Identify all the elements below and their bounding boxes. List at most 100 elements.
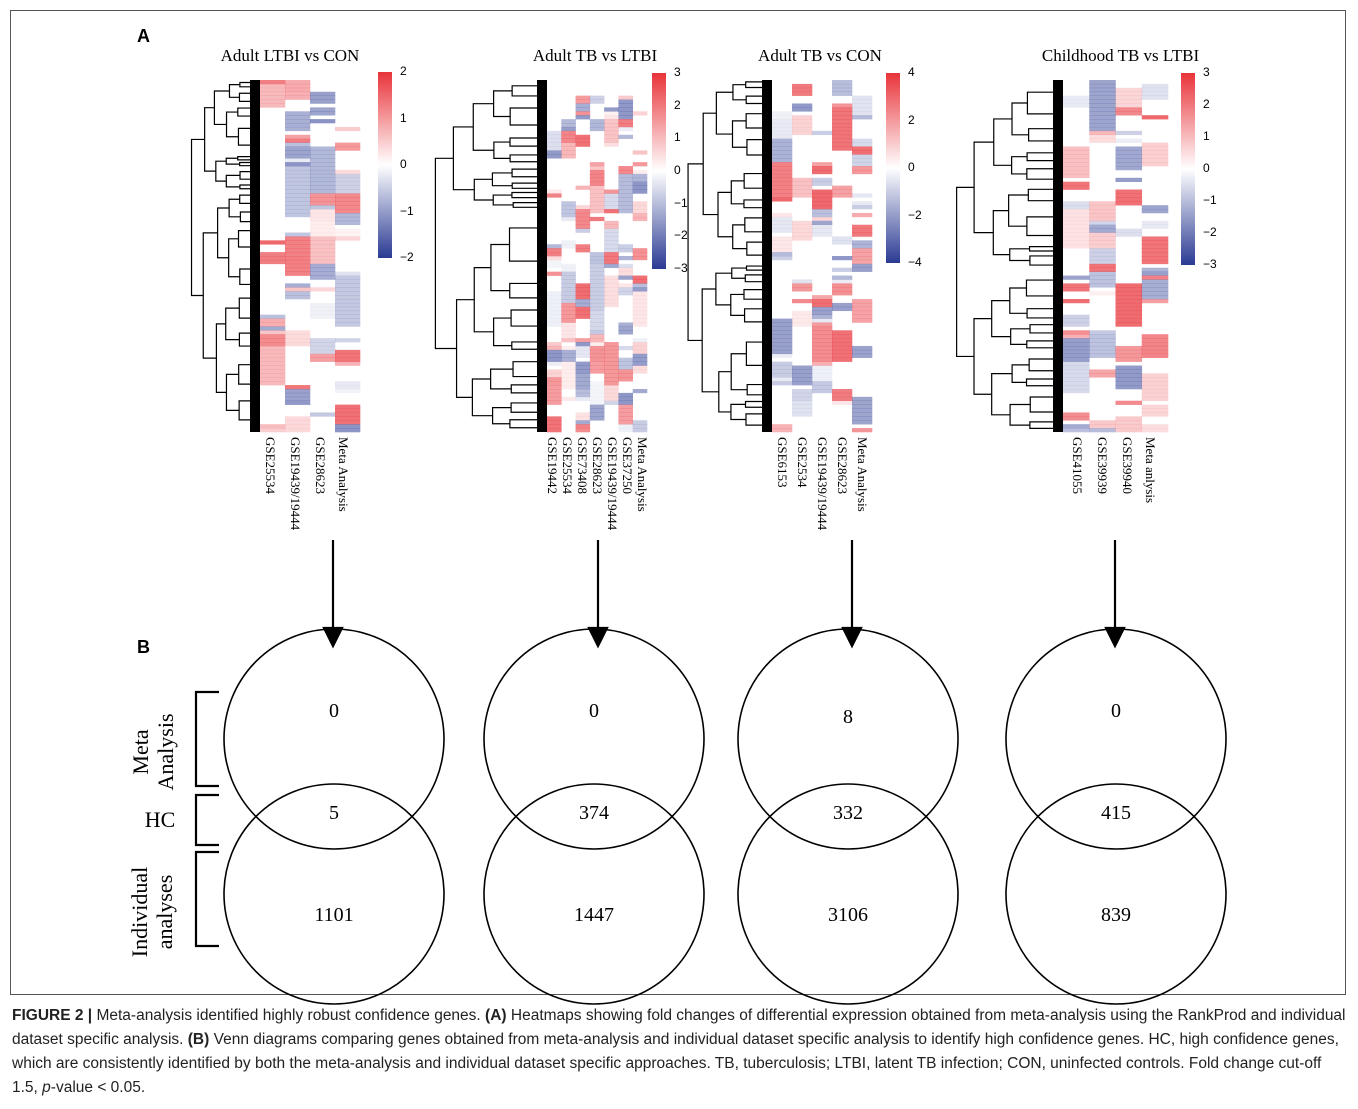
heat-cell — [812, 162, 833, 167]
heat-cell — [832, 256, 853, 261]
heat-cell — [335, 404, 361, 409]
heat-cell — [547, 396, 562, 402]
heat-cell — [618, 283, 634, 288]
heat-cell — [632, 369, 648, 374]
heat-cell — [632, 256, 648, 261]
heat-cell — [1141, 146, 1169, 151]
heatmap-column-label: GSE19439/19444 — [605, 437, 620, 531]
heat-cell — [772, 162, 793, 167]
heat-cell — [812, 224, 833, 229]
heat-cell — [547, 400, 562, 405]
heat-cell — [1115, 87, 1143, 93]
heat-cell — [547, 373, 562, 378]
heat-cell — [772, 119, 793, 124]
heat-cell — [547, 142, 562, 147]
heat-cell — [618, 205, 634, 210]
colorbar-tick-label: 4 — [908, 65, 915, 79]
heat-cell — [632, 291, 648, 296]
heat-cell — [832, 283, 853, 288]
heat-cell — [335, 306, 361, 312]
colorbar-tick-label: 0 — [674, 163, 681, 177]
heat-cell — [632, 185, 648, 190]
heat-cell — [1115, 107, 1143, 112]
heat-cell — [561, 357, 576, 362]
heat-cell — [772, 197, 793, 202]
heat-cell — [1115, 365, 1143, 370]
heat-cell — [812, 295, 833, 300]
heat-cell — [561, 322, 576, 327]
heat-cell — [812, 381, 833, 386]
heat-cell — [589, 404, 605, 409]
heat-cell — [575, 381, 591, 386]
colorbar-tick-label: −1 — [1203, 193, 1217, 207]
heat-cell — [1089, 330, 1116, 335]
heat-cell — [1115, 373, 1143, 378]
heat-cell — [310, 267, 336, 272]
heat-cell — [618, 115, 634, 120]
group-brackets — [194, 690, 219, 948]
heat-cell — [852, 428, 873, 433]
heat-cell — [589, 279, 605, 284]
heat-cell — [1115, 287, 1143, 292]
heat-cell — [285, 162, 311, 167]
heat-cell — [852, 416, 873, 421]
heat-cell — [604, 193, 619, 198]
heat-cell — [575, 299, 591, 304]
heatmap-title: Childhood TB vs LTBI — [1041, 46, 1200, 65]
heat-cell — [772, 134, 793, 139]
heat-cell — [604, 244, 619, 249]
heat-cell — [832, 279, 853, 284]
heat-cell — [604, 201, 619, 206]
heat-cell — [1141, 338, 1169, 343]
heat-cell — [772, 150, 793, 155]
heat-cell — [1141, 349, 1169, 355]
heat-cell — [812, 314, 833, 319]
heat-cell — [1115, 416, 1143, 421]
heat-cell — [792, 310, 813, 315]
heat-cell — [832, 392, 853, 398]
heat-cell — [575, 287, 591, 292]
heat-cell — [772, 353, 793, 358]
heat-cell — [310, 162, 336, 167]
heat-cell — [589, 252, 605, 257]
heatmap-column-label: GSE28623 — [313, 437, 328, 495]
heat-cell — [632, 424, 648, 429]
colorbar-tick-label: −2 — [674, 228, 688, 243]
heat-cell — [589, 408, 605, 413]
group-label-hc: HC — [144, 807, 176, 832]
heat-cell — [561, 396, 576, 402]
heat-cell — [335, 295, 361, 300]
dendrogram — [687, 80, 772, 432]
heat-cell — [832, 103, 853, 108]
heat-cell — [561, 353, 576, 358]
heat-cell — [1089, 424, 1116, 429]
heat-cell — [260, 252, 286, 257]
heat-cell — [604, 126, 619, 132]
heat-cell — [618, 369, 634, 374]
heat-cell — [832, 357, 853, 362]
heat-cell — [832, 134, 853, 139]
heat-cell — [618, 201, 634, 206]
heat-cell — [575, 369, 591, 374]
heat-cell — [589, 205, 605, 210]
heat-cell — [772, 377, 793, 382]
heat-cell — [260, 345, 286, 351]
heat-cell — [285, 95, 311, 100]
heat-cell — [575, 306, 591, 312]
heat-cell — [792, 369, 813, 374]
heat-cell — [812, 377, 833, 382]
heat-cell — [285, 169, 311, 175]
heat-cell — [285, 400, 311, 405]
heat-cell — [547, 302, 562, 308]
heat-cell — [589, 256, 605, 261]
heat-cell — [335, 220, 361, 226]
group-label-individual: Individual analyses — [127, 822, 177, 1002]
heat-cell — [604, 209, 619, 214]
heat-cell — [310, 236, 336, 241]
heat-cell — [1115, 299, 1143, 304]
heat-cell — [575, 345, 591, 351]
heat-cell — [575, 115, 591, 120]
heat-cell — [1063, 381, 1090, 386]
heat-cell — [547, 252, 562, 257]
heat-cell — [575, 99, 591, 104]
